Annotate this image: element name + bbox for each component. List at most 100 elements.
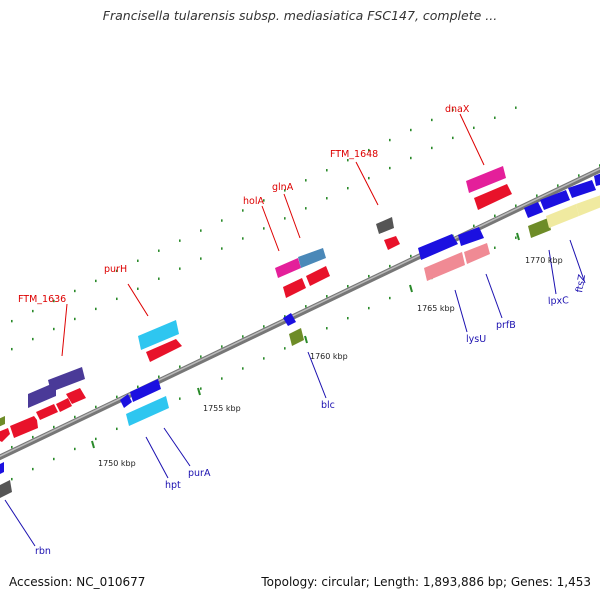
guide-dot — [179, 397, 181, 400]
guide-dot — [11, 347, 13, 351]
guide-dot — [74, 447, 76, 451]
guide-dot — [53, 327, 55, 331]
guide-dot — [368, 148, 370, 152]
gene-glyph — [120, 394, 132, 408]
guide-dot — [53, 457, 55, 461]
gene-glyph — [528, 218, 551, 238]
ruler-label: 1755 kbp — [203, 404, 241, 413]
guide-dot — [305, 207, 307, 210]
gene-labels-bottom: rbn hpt purA blc lysU prfB lpxC ftsZ — [35, 273, 588, 557]
guide-dot — [74, 415, 76, 419]
guide-dot — [452, 108, 454, 112]
guide-dot — [431, 118, 433, 122]
ruler-label: 1760 kbp — [310, 352, 348, 361]
gene-glyph — [289, 328, 304, 346]
gene-features[interactable] — [0, 166, 600, 498]
gene-glyph — [126, 396, 169, 426]
gene-labels-top: FTM_1636 purH holA glnA FTM_1648 dnaX — [18, 104, 470, 305]
guide-dot — [242, 209, 244, 212]
guide-dot — [431, 146, 433, 150]
guide-dot — [305, 305, 307, 308]
guide-dot — [95, 437, 97, 441]
summary-text: Topology: circular; Length: 1,893,886 bp… — [261, 575, 591, 589]
guide-dot — [326, 327, 328, 330]
gene-glyph — [418, 234, 458, 260]
guide-dot — [389, 166, 391, 170]
gene-glyph — [28, 382, 56, 408]
guide-dot — [11, 477, 13, 481]
guide-dot — [347, 316, 349, 320]
guide-dot — [263, 357, 265, 360]
guide-dot — [95, 405, 97, 409]
guide-dot — [200, 355, 202, 358]
guide-dot — [137, 287, 139, 290]
gene-glyph — [0, 462, 4, 474]
gene-glyph — [275, 258, 301, 278]
guide-dot — [305, 179, 307, 182]
guide-dot — [284, 315, 286, 318]
gene-glyph — [298, 248, 326, 268]
guide-dot — [116, 297, 118, 301]
guide-dot — [410, 128, 412, 132]
guide-dot — [515, 106, 517, 109]
gene-glyph — [0, 416, 5, 427]
guide-dot — [284, 347, 286, 350]
guide-dot — [515, 204, 517, 207]
guide-dot — [410, 156, 412, 160]
gene-glyph — [283, 278, 306, 298]
gene-label-rbn: rbn — [35, 546, 51, 557]
guide-dot — [53, 425, 55, 429]
gene-label-prfb: prfB — [496, 320, 516, 331]
guide-dot — [116, 269, 118, 273]
guide-dot — [200, 229, 202, 232]
guide-dot — [515, 236, 517, 239]
gene-glyph — [466, 166, 506, 193]
gene-glyph — [524, 202, 543, 218]
guide-dot — [536, 194, 538, 197]
gene-glyph — [458, 227, 484, 246]
guide-dot — [53, 299, 55, 303]
guide-dot — [368, 176, 370, 180]
ruler-labels: 1750 kbp 1755 kbp 1760 kbp 1765 kbp 1770… — [98, 256, 563, 468]
guide-dot — [32, 467, 34, 471]
guide-dot — [494, 214, 496, 217]
gene-label-dnax: dnaX — [445, 104, 470, 115]
gene-glyph — [0, 428, 10, 442]
guide-dot — [347, 284, 349, 288]
gene-label-hola: holA — [243, 196, 264, 207]
gene-glyph — [546, 204, 579, 228]
gene-label-lysu: lysU — [466, 334, 486, 345]
gene-label-lpxc: lpxC — [548, 295, 570, 307]
guide-dot — [179, 365, 181, 368]
guide-dot — [557, 184, 559, 187]
guide-dot — [263, 199, 265, 202]
gene-glyph — [474, 184, 512, 210]
gene-label-pura: purA — [188, 468, 211, 479]
genome-backbone — [0, 166, 600, 461]
gene-label-ftm-1636: FTM_1636 — [18, 294, 66, 305]
map-title: Francisella tularensis subsp. mediasiati… — [102, 8, 498, 23]
gene-glyph — [464, 243, 490, 264]
gene-glyph — [306, 266, 330, 286]
gene-label-hpt: hpt — [165, 480, 181, 491]
guide-dot — [284, 217, 286, 220]
gene-glyph — [36, 404, 58, 420]
guide-dot — [116, 395, 118, 399]
label-leaders — [4, 113, 586, 547]
gene-glyph — [576, 195, 600, 216]
guide-dot — [200, 387, 202, 390]
ruler-label: 1770 kbp — [525, 256, 563, 265]
guide-dot — [284, 189, 286, 192]
guide-dot — [326, 169, 328, 172]
guide-dot — [263, 325, 265, 328]
guide-dot — [347, 186, 349, 190]
guide-dot — [494, 246, 496, 249]
guide-dot — [137, 385, 139, 388]
guide-dot — [473, 224, 475, 228]
gene-glyph — [384, 236, 400, 250]
guide-dot — [116, 427, 118, 431]
gene-glyph — [56, 398, 72, 412]
guide-dot — [326, 197, 328, 200]
accession-text: Accession: NC_010677 — [9, 575, 146, 589]
